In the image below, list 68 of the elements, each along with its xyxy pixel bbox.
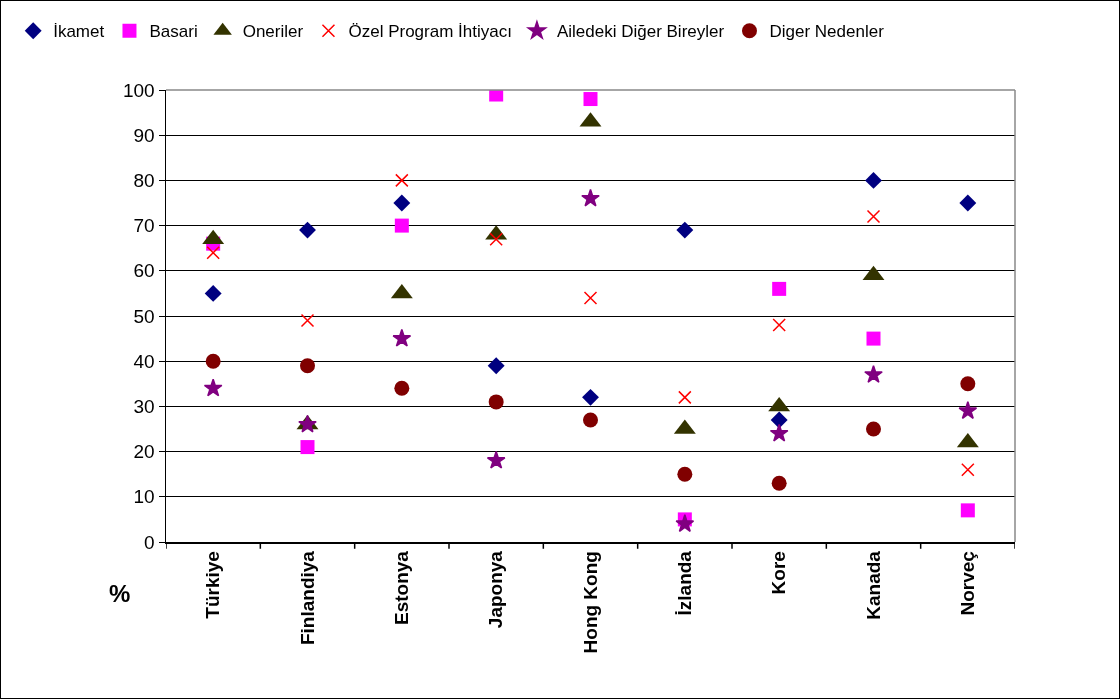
point bbox=[203, 378, 223, 397]
point bbox=[959, 194, 977, 212]
y-tick-label: 20 bbox=[133, 441, 155, 463]
point bbox=[205, 353, 221, 369]
point bbox=[961, 462, 975, 477]
x-tick-label: İzlanda bbox=[674, 550, 696, 616]
y-tick-label: 0 bbox=[144, 531, 155, 553]
point bbox=[394, 218, 409, 233]
y-tick-label: 100 bbox=[123, 79, 155, 101]
point bbox=[958, 401, 978, 420]
legend-label: İkamet bbox=[53, 22, 105, 42]
point bbox=[770, 411, 788, 429]
x-tick-label: Hong Kong bbox=[579, 551, 601, 654]
point bbox=[866, 421, 881, 437]
point bbox=[300, 358, 315, 374]
x-tick-label: Finlandiya bbox=[296, 550, 318, 646]
legend-label: Özel Program İhtiyacı bbox=[348, 22, 512, 42]
y-tick-label: 70 bbox=[133, 215, 155, 237]
legend-label: Oneriler bbox=[242, 22, 304, 42]
point bbox=[678, 390, 692, 405]
point bbox=[204, 284, 222, 302]
y-tick-label: 30 bbox=[133, 396, 155, 418]
point bbox=[864, 364, 883, 383]
point bbox=[300, 440, 315, 455]
point bbox=[394, 380, 410, 396]
point bbox=[581, 188, 600, 207]
legend-label: Ailedeki Diğer Bireyler bbox=[556, 22, 725, 42]
point bbox=[960, 376, 976, 392]
point bbox=[583, 92, 598, 107]
point bbox=[865, 171, 882, 189]
point bbox=[771, 475, 787, 491]
x-tick-label: Estonya bbox=[391, 550, 412, 626]
point bbox=[583, 412, 598, 428]
point bbox=[960, 503, 975, 518]
point bbox=[206, 245, 220, 260]
point bbox=[866, 209, 881, 224]
point bbox=[489, 90, 504, 102]
x-tick-label: Japonya bbox=[485, 550, 507, 629]
y-tick-label: 90 bbox=[133, 124, 155, 146]
point bbox=[393, 194, 411, 212]
point bbox=[392, 328, 412, 347]
point bbox=[583, 291, 598, 305]
point bbox=[866, 331, 881, 346]
point bbox=[395, 173, 409, 188]
point bbox=[488, 394, 504, 410]
point bbox=[582, 388, 599, 406]
y-tick-label: 50 bbox=[133, 305, 155, 327]
y-tick-label: 60 bbox=[133, 260, 155, 282]
legend-label: Basari bbox=[149, 22, 198, 42]
point bbox=[300, 313, 315, 328]
x-tick-label: Türkiye bbox=[202, 551, 224, 619]
x-tick-label: Kanada bbox=[862, 550, 884, 620]
point bbox=[677, 466, 693, 482]
y-axis-title: % bbox=[109, 580, 131, 607]
y-tick-label: 80 bbox=[133, 170, 155, 192]
legend-label: Diger Nedenler bbox=[769, 22, 885, 42]
point bbox=[772, 281, 787, 296]
y-tick-label: 10 bbox=[133, 486, 155, 508]
point bbox=[487, 357, 505, 375]
x-tick-label: Norveç bbox=[957, 550, 979, 616]
y-tick-label: 40 bbox=[133, 350, 155, 372]
point bbox=[769, 423, 789, 442]
point bbox=[676, 221, 694, 239]
x-tick-label: Kore bbox=[768, 551, 790, 595]
point bbox=[772, 318, 786, 332]
point bbox=[675, 514, 695, 533]
point bbox=[486, 450, 506, 469]
point bbox=[299, 221, 316, 239]
